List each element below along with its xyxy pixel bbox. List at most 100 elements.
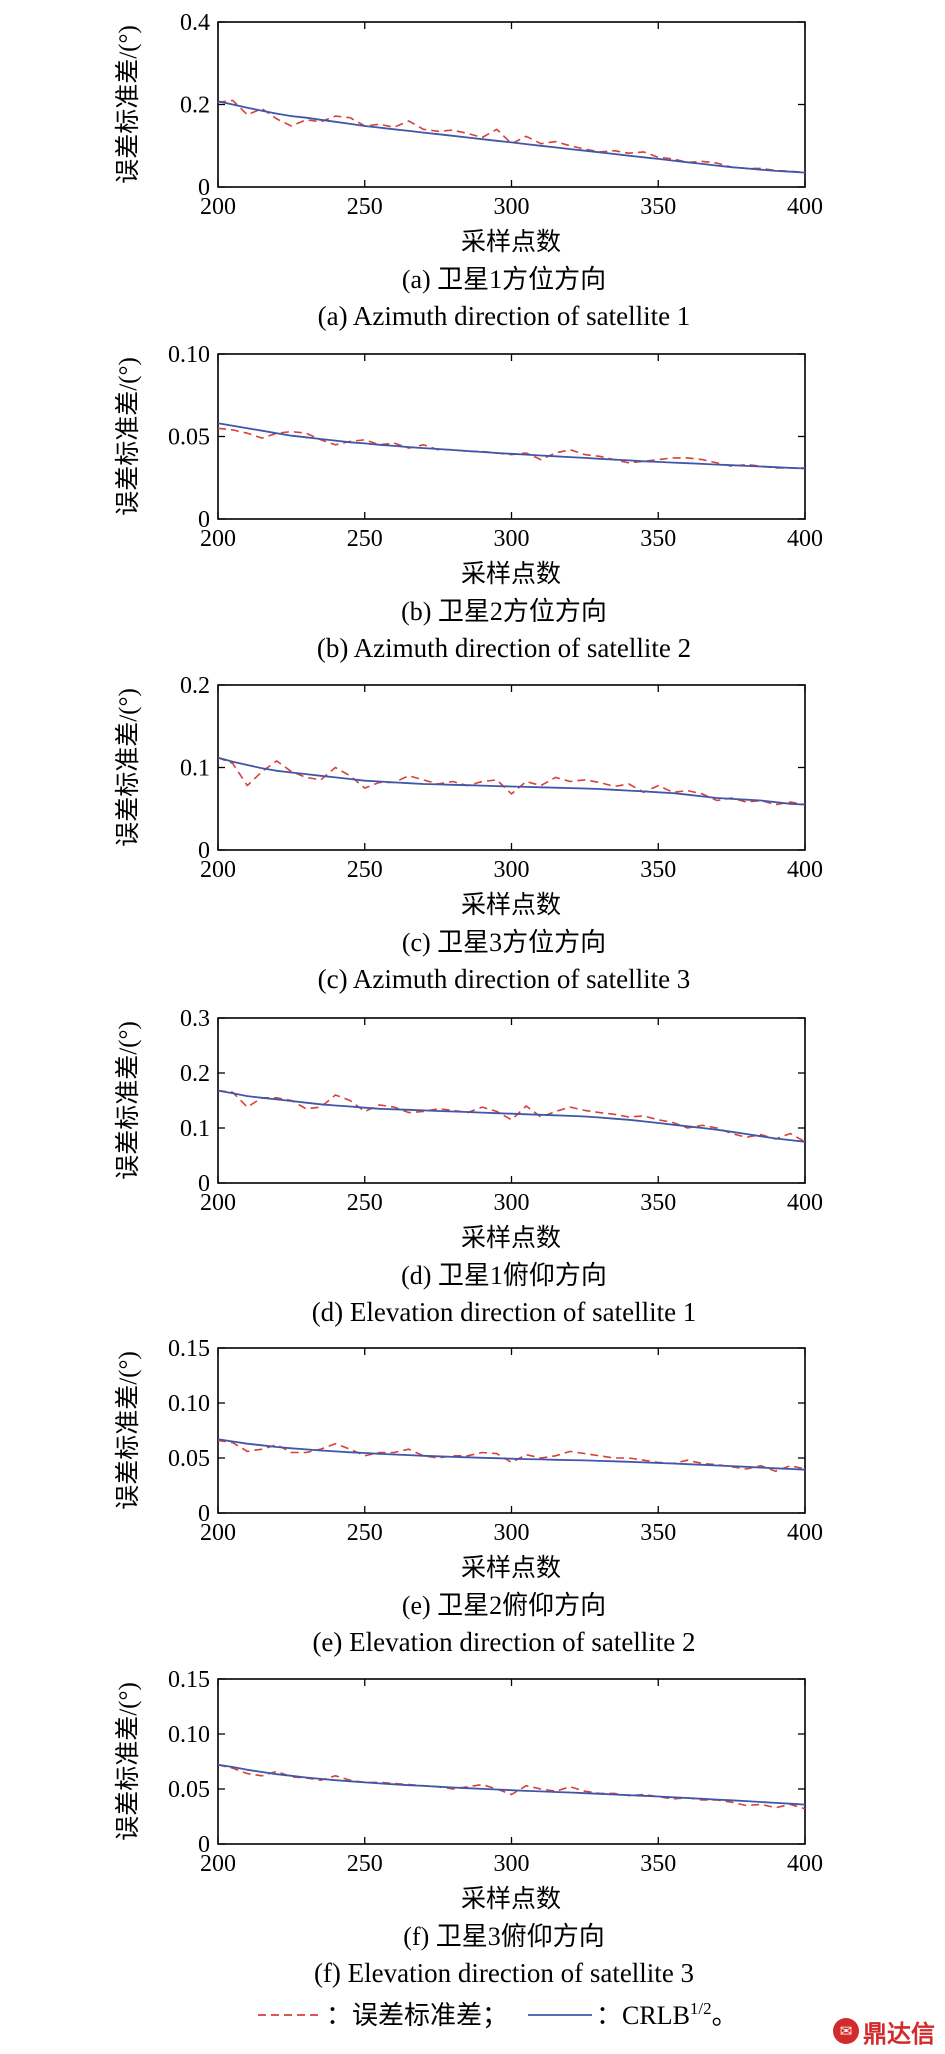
x-tick-label: 350 — [640, 1851, 676, 1877]
y-tick-label: 0.10 — [168, 342, 210, 368]
legend: ：误差标准差； ：CRLB1/2。 — [258, 1999, 738, 2030]
caption-en: (b) Azimuth direction of satellite 2 — [317, 633, 691, 663]
plot-frame — [217, 684, 806, 851]
x-tick-label: 250 — [347, 194, 383, 220]
y-tick-label: 0.2 — [180, 93, 210, 119]
x-tick-label: 250 — [347, 1190, 383, 1216]
caption-cn: (a) 卫星1方位方向 — [402, 265, 606, 294]
x-axis-label: 采样点数 — [461, 891, 561, 919]
x-tick-label: 300 — [494, 1520, 530, 1546]
error-std-line — [217, 1764, 806, 1810]
error-std-line — [217, 1439, 806, 1472]
x-tick-label: 350 — [640, 526, 676, 552]
plot-frame — [217, 1017, 806, 1184]
watermark-text: 鼎达信 — [863, 2019, 935, 2048]
watermark: ✉ 鼎达信 — [833, 2014, 935, 2048]
y-tick-label: 0.15 — [168, 1336, 210, 1362]
x-tick-label: 250 — [347, 1520, 383, 1546]
crlb-line — [217, 1089, 806, 1143]
y-axis-label: 误差标准差/(°) — [114, 1682, 142, 1841]
y-axis-label: 误差标准差/(°) — [114, 688, 142, 847]
x-tick-label: 400 — [787, 194, 823, 220]
error-std-line — [217, 99, 806, 173]
y-tick-label: 0 — [198, 1832, 210, 1858]
caption-cn: (f) 卫星3俯仰方向 — [403, 1922, 604, 1951]
y-tick-label: 0.1 — [180, 756, 210, 782]
dingdaxin-logo-icon: ✉ — [833, 2018, 859, 2044]
x-axis-label: 采样点数 — [461, 560, 561, 588]
y-tick-label: 0 — [198, 507, 210, 533]
crlb-line — [217, 1438, 806, 1471]
y-tick-label: 0 — [198, 1171, 210, 1197]
x-tick-label: 300 — [494, 194, 530, 220]
y-axis-label: 误差标准差/(°) — [114, 25, 142, 184]
error-std-line — [217, 1089, 806, 1143]
x-tick-label: 250 — [347, 1851, 383, 1877]
y-tick-label: 0.3 — [180, 1006, 210, 1032]
x-tick-label: 400 — [787, 1851, 823, 1877]
x-axis-label: 采样点数 — [461, 1554, 561, 1582]
x-tick-label: 250 — [347, 526, 383, 552]
x-tick-label: 200 — [200, 1851, 236, 1877]
x-tick-label: 400 — [787, 857, 823, 883]
subplot-d: 200 250 300 350 400 0 0.1 0.2 0.3 误差标准差/(°) 采样点数 (d… — [114, 1006, 823, 1327]
subplot-f: 200 250 300 350 400 0 0.05 0.10 0.15 误差标准差/(°) 采样点… — [114, 1667, 823, 1988]
caption-en: (e) Elevation direction of satellite 2 — [312, 1627, 695, 1657]
caption-cn: (c) 卫星3方位方向 — [402, 928, 606, 957]
y-tick-label: 0.2 — [180, 1061, 210, 1087]
caption-en: (d) Elevation direction of satellite 1 — [312, 1297, 697, 1327]
x-axis-label: 采样点数 — [461, 1224, 561, 1252]
x-tick-label: 200 — [200, 1190, 236, 1216]
legend-label-error-std: ：误差标准差； — [326, 2001, 508, 2030]
subplot-b: 200 250 300 350 400 0 0.05 0.10 误差标准差/(°) 采样点数 (b)… — [114, 342, 823, 663]
crlb-line — [217, 422, 806, 470]
y-tick-label: 0.2 — [180, 673, 210, 699]
subplot-e: 200 250 300 350 400 0 0.05 0.10 0.15 误差标准差/(°) 采样点… — [114, 1336, 823, 1657]
plot-frame — [217, 21, 806, 188]
y-tick-label: 0 — [198, 175, 210, 201]
y-axis-label: 误差标准差/(°) — [114, 1021, 142, 1180]
x-tick-label: 350 — [640, 857, 676, 883]
crlb-line — [217, 756, 806, 806]
x-tick-label: 400 — [787, 1190, 823, 1216]
subplot-a: 200 250 300 350 400 0 0.2 0.4 误差标准差/(°) 采样点数 (a) 卫… — [114, 10, 823, 331]
crlb-line — [217, 100, 806, 174]
caption-cn: (e) 卫星2俯仰方向 — [402, 1591, 606, 1620]
caption-en: (a) Azimuth direction of satellite 1 — [318, 301, 691, 331]
y-tick-label: 0.05 — [168, 425, 210, 451]
error-std-line — [217, 427, 805, 469]
x-tick-label: 200 — [200, 1520, 236, 1546]
x-tick-label: 400 — [787, 1520, 823, 1546]
x-tick-label: 350 — [640, 194, 676, 220]
y-axis-label: 误差标准差/(°) — [114, 1351, 142, 1510]
crlb-line — [217, 1763, 806, 1806]
subplot-c: 200 250 300 350 400 0 0.1 0.2 误差标准差/(°) 采样点数 (c) 卫… — [114, 673, 823, 994]
y-tick-label: 0.10 — [168, 1722, 210, 1748]
caption-cn: (b) 卫星2方位方向 — [401, 597, 607, 626]
y-tick-label: 0.4 — [180, 10, 210, 36]
caption-en: (c) Azimuth direction of satellite 3 — [318, 964, 691, 994]
x-tick-label: 400 — [787, 526, 823, 552]
x-axis-label: 采样点数 — [461, 1885, 561, 1913]
x-tick-label: 300 — [494, 526, 530, 552]
y-tick-label: 0 — [198, 1501, 210, 1527]
x-tick-label: 200 — [200, 857, 236, 883]
caption-en: (f) Elevation direction of satellite 3 — [314, 1958, 694, 1988]
plot-frame — [217, 1678, 806, 1845]
x-tick-label: 200 — [200, 194, 236, 220]
plot-frame — [217, 1347, 806, 1514]
y-tick-label: 0.1 — [180, 1116, 210, 1142]
y-tick-label: 0.10 — [168, 1391, 210, 1417]
x-tick-label: 350 — [640, 1520, 676, 1546]
x-axis-label: 采样点数 — [461, 228, 561, 256]
caption-cn: (d) 卫星1俯仰方向 — [401, 1261, 607, 1290]
x-tick-label: 200 — [200, 526, 236, 552]
x-tick-label: 300 — [494, 857, 530, 883]
x-tick-label: 300 — [494, 1190, 530, 1216]
y-tick-label: 0 — [198, 838, 210, 864]
y-tick-label: 0.05 — [168, 1446, 210, 1472]
y-tick-label: 0.15 — [168, 1667, 210, 1693]
x-tick-label: 350 — [640, 1190, 676, 1216]
y-axis-label: 误差标准差/(°) — [114, 357, 142, 516]
